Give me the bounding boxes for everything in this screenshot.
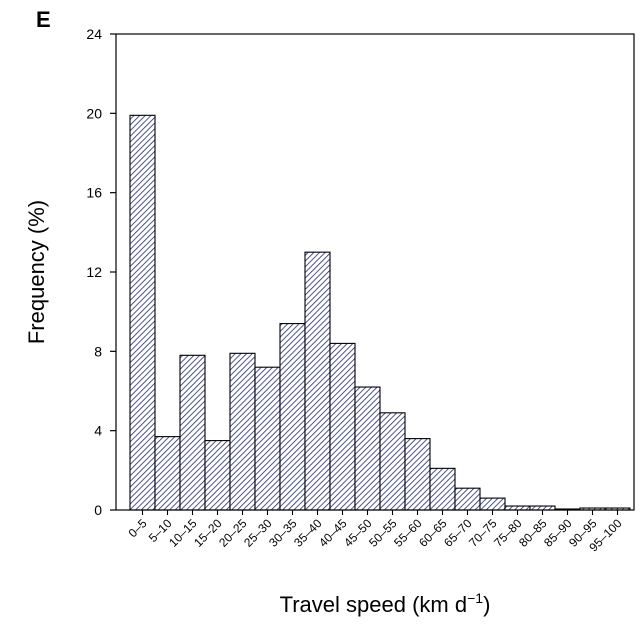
y-tick-label: 8: [94, 343, 102, 359]
bar-40–45: [329, 342, 356, 511]
bar-15–20: [204, 440, 231, 511]
y-tick-label: 4: [94, 423, 102, 439]
x-axis-label: Travel speed (km d−1): [280, 590, 491, 617]
x-axis: 0–55–1010–1515–2020–2525–3030–3535–4040–…: [126, 510, 625, 554]
y-tick-label: 16: [86, 185, 102, 201]
bar-50–55: [379, 412, 406, 511]
bar-5–10: [154, 436, 181, 511]
panel-label: E: [36, 7, 51, 32]
y-tick-label: 12: [86, 264, 102, 280]
y-axis: 0 4 8 12 16 20 24: [86, 26, 116, 518]
bars-group: [129, 114, 631, 511]
plot-frame: [115, 33, 635, 511]
bar-20–25: [229, 352, 256, 511]
y-axis-label: Frequency (%): [24, 200, 49, 344]
x-axis-label-superscript: −1: [467, 590, 483, 606]
bar-45–50: [354, 386, 381, 511]
y-tick-label: 0: [94, 502, 102, 518]
bar-30–35: [279, 323, 306, 511]
bar-60–65: [429, 467, 456, 511]
bar-0–5: [129, 114, 156, 511]
y-tick-label: 20: [86, 105, 102, 121]
bar-65–70: [454, 487, 481, 511]
bar-70–75: [479, 497, 506, 511]
bar-35–40: [304, 251, 331, 511]
bar-25–30: [254, 366, 281, 511]
bar-10–15: [179, 354, 206, 511]
y-tick-label: 24: [86, 26, 102, 42]
bar-55–60: [404, 438, 431, 511]
